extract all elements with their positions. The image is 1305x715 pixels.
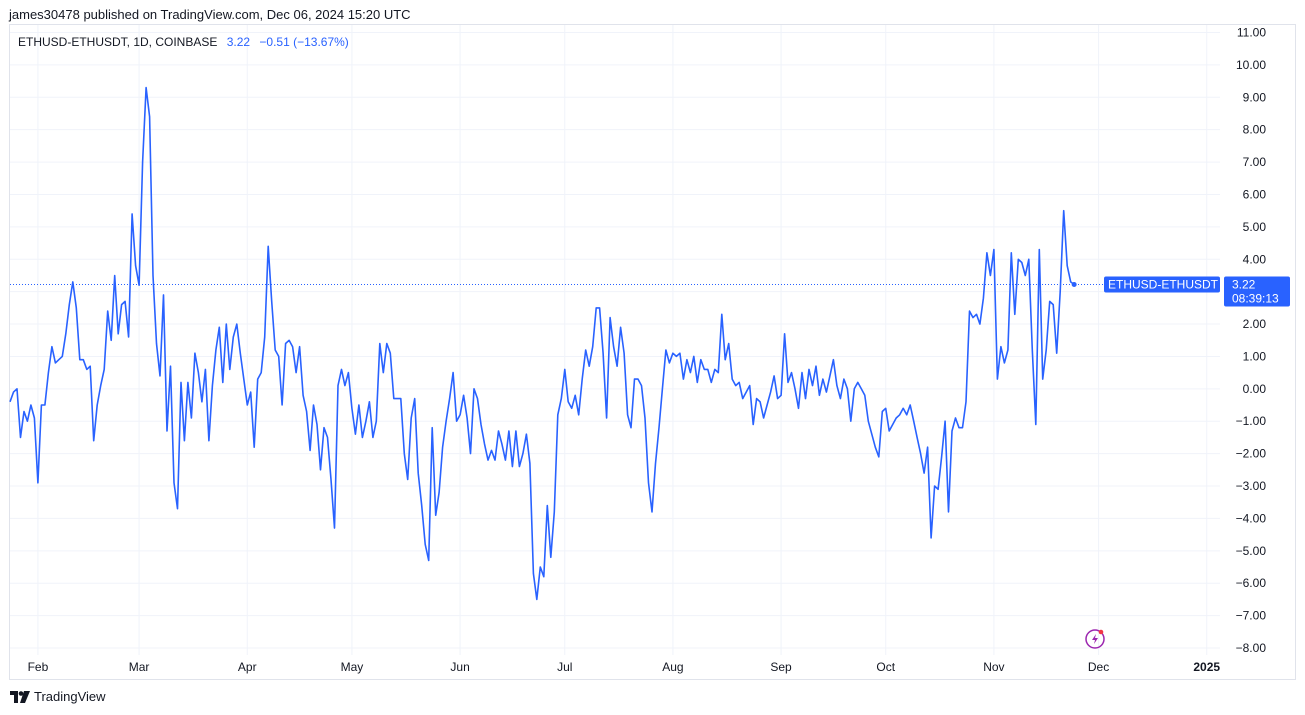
y-tick-label: 9.00 <box>1243 90 1267 104</box>
symbol-legend[interactable]: ETHUSD-ETHUSDT, 1D, COINBASE 3.22 −0.51 … <box>18 35 349 49</box>
brand-name: TradingView <box>34 689 106 704</box>
y-tick-label: 8.00 <box>1243 123 1267 137</box>
y-tick-label: 7.00 <box>1243 155 1267 169</box>
x-tick-label: Nov <box>983 660 1004 674</box>
price-tag-label-box <box>1104 276 1220 293</box>
price-tag-value-box <box>1224 276 1290 307</box>
y-tick-label: 5.00 <box>1243 220 1267 234</box>
y-tick-label: −6.00 <box>1236 576 1267 590</box>
x-tick-label: Mar <box>129 660 150 674</box>
x-tick-label: Feb <box>28 660 49 674</box>
legend-change: −0.51 (−13.67%) <box>259 35 349 49</box>
x-axis-labels: Feb Mar Apr May Jun Jul Aug Sep Oct Nov Dec 2025 <box>28 660 1221 674</box>
x-tick-label: Aug <box>662 660 683 674</box>
y-tick-label: −3.00 <box>1236 479 1267 493</box>
y-tick-label: 0.00 <box>1243 382 1267 396</box>
grid-lines <box>10 25 1220 655</box>
y-tick-label: 6.00 <box>1243 187 1267 201</box>
y-tick-label: −5.00 <box>1236 544 1267 558</box>
x-tick-label: May <box>341 660 364 674</box>
y-tick-label: 10.00 <box>1236 58 1266 72</box>
price-tag-countdown: 08:39:13 <box>1232 292 1279 306</box>
chart-frame <box>9 24 1296 680</box>
y-tick-label: 4.00 <box>1243 252 1267 266</box>
y-axis-labels: 11.0010.009.008.007.006.005.004.003.002.… <box>1236 26 1267 656</box>
price-tag-value: 3.22 <box>1232 278 1256 292</box>
price-tag-label: ETHUSD-ETHUSDT <box>1108 278 1219 292</box>
legend-last-value: 3.22 <box>226 35 251 49</box>
x-tick-label: Jul <box>557 660 572 674</box>
legend-symbol: ETHUSD-ETHUSDT, 1D, COINBASE <box>18 35 218 49</box>
x-tick-label: Apr <box>238 660 257 674</box>
y-tick-label: −2.00 <box>1236 447 1267 461</box>
y-tick-label: −8.00 <box>1236 641 1267 655</box>
y-tick-label: 1.00 <box>1243 349 1267 363</box>
x-tick-label: Sep <box>770 660 792 674</box>
last-value-dot <box>1071 282 1077 288</box>
price-tag: ETHUSD-ETHUSDT 3.22 08:39:13 <box>1104 276 1290 307</box>
y-tick-label: 11.00 <box>1237 26 1266 40</box>
x-tick-label: Oct <box>876 660 895 674</box>
x-tick-label: Jun <box>450 660 469 674</box>
y-tick-label: −1.00 <box>1236 414 1267 428</box>
y-tick-label: −4.00 <box>1236 511 1267 525</box>
y-tick-label: 2.00 <box>1243 317 1267 331</box>
x-tick-label: 2025 <box>1193 660 1220 674</box>
tradingview-logo-icon <box>10 690 30 703</box>
x-tick-label: Dec <box>1088 660 1109 674</box>
publisher-line: james30478 published on TradingView.com,… <box>9 7 411 22</box>
footer-brand[interactable]: TradingView <box>10 689 106 704</box>
y-tick-label: −7.00 <box>1236 609 1267 623</box>
series-line <box>9 86 1075 601</box>
lightning-bolt-icon[interactable] <box>1085 629 1105 649</box>
